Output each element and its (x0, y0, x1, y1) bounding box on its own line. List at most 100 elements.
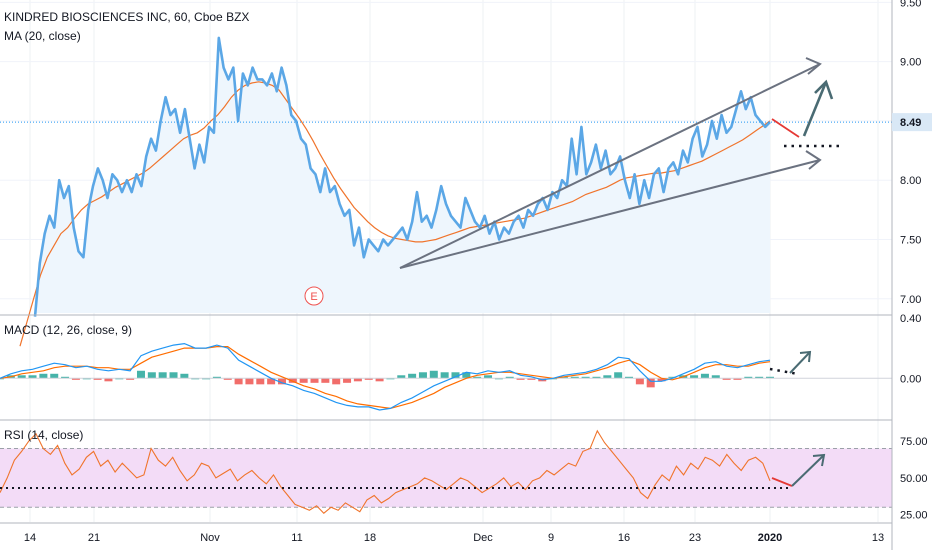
price-pane[interactable]: E (0, 36, 892, 347)
macd-histogram-bar[interactable] (136, 370, 145, 379)
macd-histogram-bar[interactable] (755, 376, 764, 379)
macd-pane[interactable] (0, 342, 892, 411)
macd-histogram-bar[interactable] (180, 373, 189, 379)
macd-histogram-bar[interactable] (668, 376, 677, 379)
macd-signal-line[interactable] (0, 346, 771, 410)
macd-histogram-bar[interactable] (527, 378, 536, 380)
ma-legend[interactable]: MA (20, close) (4, 29, 81, 43)
macd-histogram-bar[interactable] (256, 378, 265, 385)
macd-histogram-bar[interactable] (625, 376, 634, 379)
rsi-line[interactable] (0, 429, 771, 514)
macd-histogram-bar[interactable] (429, 370, 438, 379)
macd-histogram-bar[interactable] (646, 378, 655, 388)
macd-histogram-bar[interactable] (245, 378, 254, 385)
macd-histogram-bar[interactable] (516, 378, 525, 380)
chart-title: KINDRED BIOSCIENCES INC, 60, Cboe BZX (4, 10, 250, 24)
macd-histogram-bar[interactable] (408, 373, 417, 379)
macd-histogram-bar[interactable] (559, 376, 568, 379)
macd-histogram-bar[interactable] (744, 376, 753, 379)
macd-histogram-bar[interactable] (277, 378, 286, 385)
macd-histogram-bar[interactable] (700, 373, 709, 379)
price-tick-label: 7.50 (900, 234, 921, 246)
macd-tick-label: 0.40 (900, 313, 921, 325)
price-line[interactable] (33, 36, 771, 317)
rsi-arrow[interactable] (791, 454, 825, 487)
macd-histogram-bar[interactable] (223, 378, 232, 380)
macd-histogram-bar[interactable] (299, 378, 308, 383)
macd-histogram-bar[interactable] (484, 375, 493, 379)
macd-histogram-bar[interactable] (267, 378, 276, 385)
macd-dotted-projection[interactable] (769, 367, 799, 376)
macd-histogram-bar[interactable] (766, 376, 774, 379)
macd-histogram-bar[interactable] (581, 376, 590, 379)
upper-trendline-arrow-head (805, 57, 822, 75)
macd-histogram-bar[interactable] (71, 378, 80, 380)
macd-histogram-bar[interactable] (39, 373, 48, 379)
macd-histogram-bar[interactable] (635, 378, 644, 385)
trend-drawings[interactable] (0, 57, 842, 489)
earnings-marker[interactable] (304, 286, 324, 306)
price-tick-label: 9.50 (900, 0, 921, 9)
macd-histogram-bar[interactable] (722, 378, 731, 380)
macd-histogram-bar[interactable] (505, 376, 514, 379)
macd-histogram-bar[interactable] (169, 372, 178, 379)
macd-histogram-bar[interactable] (61, 376, 70, 379)
price-tick-label: 7.00 (900, 294, 921, 306)
macd-histogram-bar[interactable] (104, 378, 113, 382)
price-tick-label: 9.00 (900, 57, 921, 69)
macd-histogram-bar[interactable] (212, 376, 221, 379)
macd-histogram-bar[interactable] (570, 376, 579, 379)
time-tick-label: 16 (618, 532, 630, 544)
time-tick-label: Nov (200, 532, 220, 544)
macd-histogram-bar[interactable] (733, 378, 742, 380)
macd-histogram-bar[interactable] (332, 378, 341, 385)
lower-trendline-arrow-head (805, 150, 822, 170)
time-tick-label: 18 (364, 532, 376, 544)
macd-histogram-bar[interactable] (397, 375, 406, 379)
macd-histogram-bar[interactable] (440, 372, 449, 379)
macd-histogram-bar[interactable] (126, 378, 135, 380)
time-tick-label: Dec (473, 532, 493, 544)
macd-histogram-bar[interactable] (343, 378, 352, 383)
macd-legend[interactable]: MACD (12, 26, close, 9) (4, 323, 133, 337)
macd-histogram-bar[interactable] (353, 378, 362, 382)
lower-trendline[interactable] (399, 159, 821, 269)
macd-histogram-bar[interactable] (147, 372, 156, 379)
macd-histogram-bar[interactable] (288, 378, 297, 383)
price-breakout-arrow[interactable] (802, 81, 828, 137)
macd-histogram-bar[interactable] (17, 375, 26, 379)
macd-histogram-bar[interactable] (614, 372, 623, 379)
macd-histogram-bar[interactable] (462, 372, 471, 379)
macd-histogram-bar[interactable] (28, 375, 37, 379)
macd-histogram-bar[interactable] (418, 372, 427, 379)
upper-trendline[interactable] (399, 63, 821, 269)
macd-histogram-bar[interactable] (310, 378, 319, 383)
macd-histogram-bar[interactable] (690, 375, 699, 379)
macd-histogram-bar[interactable] (592, 376, 601, 379)
macd-histogram-bar[interactable] (603, 375, 612, 379)
macd-histogram-bar[interactable] (711, 375, 720, 379)
macd-histogram-bar[interactable] (158, 372, 167, 379)
macd-histogram-bar[interactable] (451, 372, 460, 379)
macd-histogram-bar[interactable] (321, 378, 330, 383)
macd-line[interactable] (0, 342, 771, 411)
rsi-arrow-head (812, 453, 826, 467)
macd-arrow[interactable] (789, 351, 811, 374)
macd-histogram-bar[interactable] (473, 376, 482, 379)
price-pullback-line[interactable] (771, 118, 800, 138)
price-tick-label: 8.00 (900, 175, 921, 187)
time-tick-label: 23 (689, 532, 701, 544)
rsi-pullback-line[interactable] (771, 477, 793, 487)
macd-histogram-bar[interactable] (364, 378, 373, 380)
macd-histogram-bar[interactable] (93, 378, 102, 380)
last-price-label: 8.49 (900, 117, 921, 129)
macd-histogram-bar[interactable] (50, 373, 59, 379)
time-tick-label: 21 (88, 532, 100, 544)
macd-histogram-bar[interactable] (234, 378, 243, 385)
rsi-legend[interactable]: RSI (14, close) (4, 428, 84, 442)
macd-histogram-bar[interactable] (657, 378, 666, 382)
rsi-pane[interactable] (0, 429, 892, 514)
time-tick-label: 9 (548, 532, 554, 544)
macd-histogram-bar[interactable] (375, 378, 384, 382)
